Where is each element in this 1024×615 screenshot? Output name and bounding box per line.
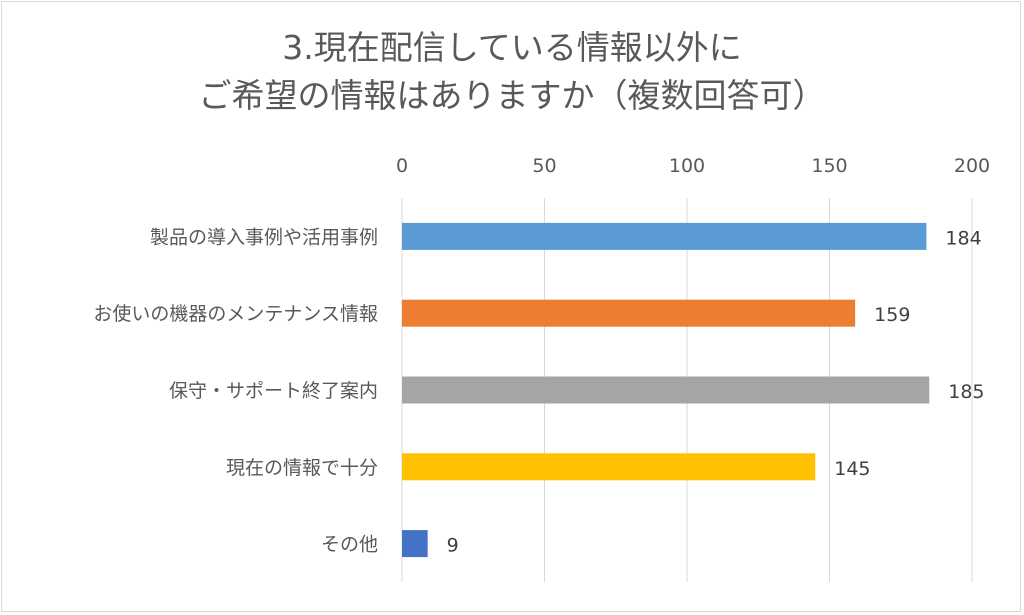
category-label: 製品の導入事例や活用事例: [150, 226, 378, 248]
data-label: 184: [945, 227, 981, 249]
bar: [402, 222, 927, 250]
bar: [402, 453, 816, 481]
chart-title-line-1: 3.現在配信している情報以外に: [282, 28, 742, 67]
x-tick-label: 200: [954, 155, 990, 177]
bar: [402, 376, 930, 404]
category-label: その他: [321, 534, 378, 556]
data-label: 159: [874, 304, 910, 326]
data-label: 9: [447, 535, 459, 557]
x-tick-label: 50: [532, 155, 556, 177]
x-tick-label: 100: [669, 155, 705, 177]
x-tick-label: 0: [396, 155, 408, 177]
category-label: 現在の情報で十分: [226, 457, 378, 479]
data-label: 145: [834, 458, 870, 480]
category-label: 保守・サポート終了案内: [169, 380, 378, 402]
chart-title: 3.現在配信している情報以外に ご希望の情報はありますか（複数回答可）: [0, 24, 1024, 120]
chart-title-line-2: ご希望の情報はありますか（複数回答可）: [198, 76, 826, 115]
data-label: 185: [948, 381, 984, 403]
x-tick-label: 150: [811, 155, 847, 177]
bar: [402, 530, 428, 558]
category-label: お使いの機器のメンテナンス情報: [93, 303, 378, 325]
bar: [402, 299, 856, 327]
